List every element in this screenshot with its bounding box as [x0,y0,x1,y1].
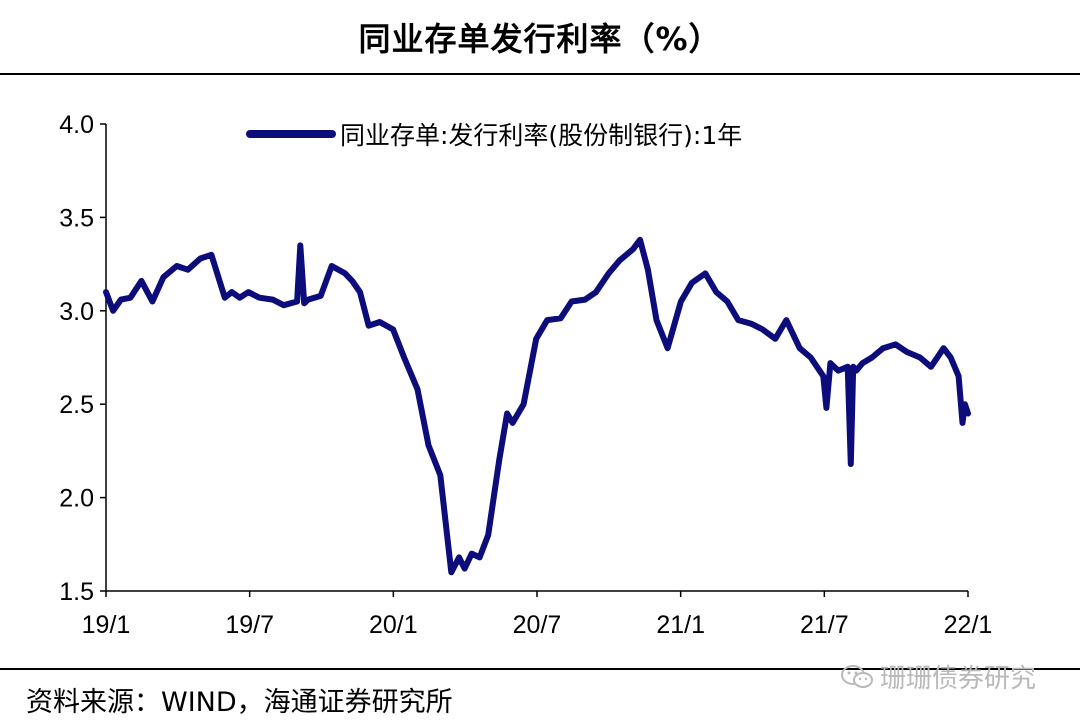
top-rule [0,73,1080,75]
source-note: 资料来源：WIND，海通证券研究所 [26,687,453,718]
x-tick-label: 21/7 [800,611,849,639]
watermark: 珊珊债券研究 [840,658,1036,695]
legend-label: 同业存单:发行利率(股份制银行):1年 [340,121,742,150]
x-tick-label: 20/1 [369,611,418,639]
bottom-rule [0,668,1080,670]
x-tick-label: 21/1 [656,611,705,639]
y-tick-label: 3.5 [59,204,94,232]
x-ticks: 19/1 19/7 20/1 20/7 21/1 21/7 22/1 [82,591,993,639]
y-ticks: 4.0 3.5 3.0 2.5 2.0 1.5 [59,111,106,606]
legend: 同业存单:发行利率(股份制银行):1年 [246,121,742,150]
watermark-text: 珊珊债券研究 [880,664,1037,694]
y-tick-label: 4.0 [59,111,94,139]
y-tick-label: 2.5 [59,391,94,419]
x-tick-label: 22/1 [944,611,993,639]
x-tick-label: 20/7 [513,611,562,639]
x-tick-label: 19/7 [225,611,274,639]
chart-title: 同业存单发行利率（%） [358,20,722,58]
y-tick-label: 3.0 [59,298,94,326]
series-line [103,236,971,576]
series-group [103,236,971,576]
x-tick-label: 19/1 [82,611,131,639]
chart-axes [105,124,968,592]
wechat-icon [841,664,873,688]
y-tick-label: 2.0 [59,485,94,513]
y-tick-label: 1.5 [59,578,94,606]
